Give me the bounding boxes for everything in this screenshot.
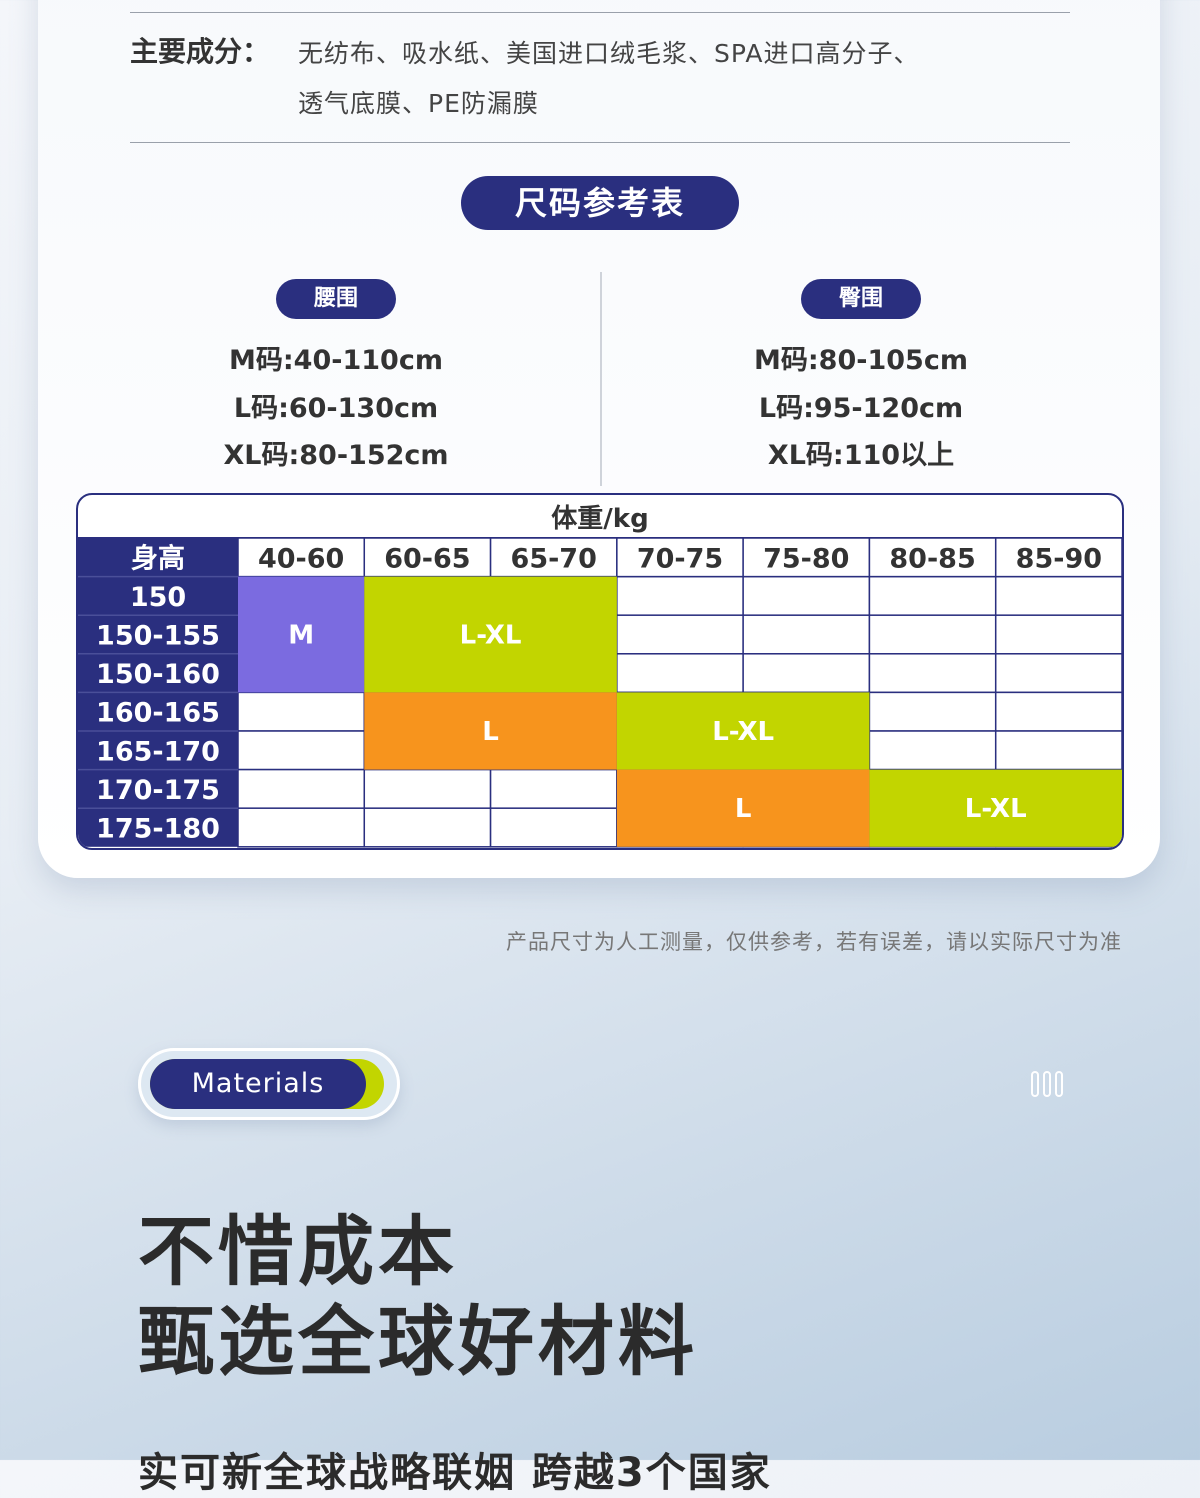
grid-cell: [742, 614, 871, 655]
grid-cell: [868, 730, 997, 771]
grid-cell: [994, 691, 1122, 732]
ingredients-line-1: 无纺布、吸水纸、美国进口绒毛浆、SPA进口高分子、: [298, 39, 920, 68]
materials-badge: Materials: [150, 1059, 366, 1109]
size-block-0: [238, 576, 365, 693]
grid-cell: [742, 653, 871, 694]
row-label-165-170: 165-170: [96, 736, 220, 767]
size-block-2: [364, 692, 617, 770]
ingredients-line-2: 透气底膜、PE防漏膜: [298, 89, 539, 118]
grid-cell: [489, 768, 618, 809]
grid-cell: [237, 807, 366, 848]
size-grid: 体重/kg 身高 40-60 60-65 65-70 70-75 75-80 80-85 85-…: [76, 493, 1124, 850]
size-block-3: [616, 692, 870, 770]
row-label-150-160: 150-160: [96, 659, 220, 690]
headline-line-2: 甄选全球好材料: [138, 1297, 698, 1386]
measurement-note: 产品尺寸为人工测量，仅供参考，若有误差，请以实际尺寸为准: [506, 930, 1122, 954]
size-block-label-1: L-XL: [460, 621, 522, 651]
grid-title: 体重/kg: [551, 504, 648, 534]
grid-cell: [868, 575, 997, 616]
headline-line-1: 不惜成本: [138, 1207, 458, 1296]
column-header-40-60: 40-60: [258, 543, 344, 574]
row-label-175-180: 175-180: [96, 814, 220, 845]
grid-cell: [489, 807, 618, 848]
size-block-4: [616, 769, 870, 847]
column-header-65-70: 65-70: [511, 543, 597, 574]
hip-size-xl: XL码:110以上: [767, 440, 955, 471]
grid-cell: [237, 730, 366, 771]
size-grid-svg: 体重/kg 身高 40-60 60-65 65-70 70-75 75-80 80-85 85-…: [78, 504, 1122, 848]
grid-cell: [742, 575, 871, 616]
grid-cell: [237, 691, 366, 732]
column-header-70-75: 70-75: [637, 543, 723, 574]
size-block-label-2: L: [482, 717, 499, 747]
ingredients-label: 主要成分：: [130, 35, 271, 68]
grid-cell: [363, 768, 492, 809]
column-header-85-90: 85-90: [1016, 543, 1102, 574]
column-header-cell: [616, 537, 744, 578]
row-label-150-155: 150-155: [96, 621, 220, 652]
row-label-170-175: 170-175: [96, 775, 220, 806]
waist-label: 腰围: [276, 279, 396, 319]
divider-top: [130, 12, 1070, 13]
row-label-160-165: 160-165: [96, 698, 220, 729]
grid-cell: [363, 807, 492, 848]
size-block-1: [364, 576, 617, 693]
size-block-label-3: L-XL: [712, 717, 774, 747]
grid-cell: [237, 768, 366, 809]
waist-size-m: M码:40-110cm: [229, 345, 443, 376]
column-divider: [600, 272, 602, 486]
grid-cell: [994, 575, 1122, 616]
grid-cell: [616, 575, 744, 616]
grid-cell: [994, 730, 1122, 771]
grid-cell: [868, 653, 997, 694]
size-chart-title: 尺码参考表: [461, 176, 739, 230]
size-block-label-5: L-XL: [965, 794, 1027, 824]
column-header-cell: [742, 537, 871, 578]
size-block-label-0: M: [288, 621, 314, 651]
grid-cell: [616, 614, 744, 655]
size-block-5: [869, 769, 1122, 847]
grid-cell: [868, 691, 997, 732]
grid-cell: [994, 614, 1122, 655]
hip-size-l: L码:95-120cm: [758, 393, 964, 424]
hip-size-m: M码:80-105cm: [754, 345, 968, 376]
row-label-150: 150: [130, 582, 186, 613]
column-header-75-80: 75-80: [763, 543, 849, 574]
size-block-label-4: L: [735, 794, 752, 824]
column-header-cell: [237, 537, 366, 578]
hip-label: 臀围: [801, 279, 921, 319]
column-header-cell: [868, 537, 997, 578]
row-header: 身高: [131, 542, 185, 574]
column-header-80-85: 80-85: [889, 543, 975, 574]
waist-size-xl: XL码:80-152cm: [223, 440, 449, 471]
bars-icon: [1031, 1071, 1067, 1101]
column-header-cell: [994, 537, 1122, 578]
materials-subline: 实可新全球战略联姻 跨越3个国家: [138, 1450, 772, 1496]
column-header-60-65: 60-65: [384, 543, 470, 574]
grid-cell: [616, 653, 744, 694]
waist-size-l: L码:60-130cm: [233, 393, 439, 424]
grid-cell: [868, 614, 997, 655]
divider-bottom: [130, 142, 1070, 143]
grid-cell: [994, 653, 1122, 694]
